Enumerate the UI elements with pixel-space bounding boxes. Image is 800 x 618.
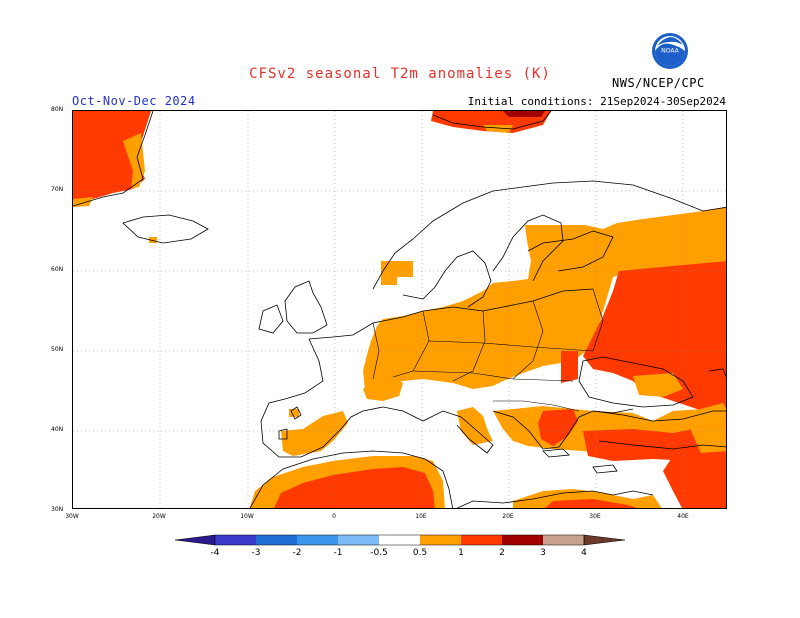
lat-label-60n: 60N — [51, 266, 64, 273]
anomaly-italy-05-1 — [457, 407, 493, 445]
colorbar-tick-m4: -4 — [210, 548, 220, 558]
lon-label-30w: 30W — [65, 513, 79, 520]
lon-label-20e: 20E — [502, 513, 514, 520]
anomaly-svalbard-2-3 — [503, 111, 545, 117]
colorbar-lt-m4 — [175, 534, 216, 546]
colorbar-tick-m05: -0.5 — [370, 548, 388, 558]
anomaly-norway-05-1 — [381, 261, 413, 285]
colorbar-p1-2 — [461, 535, 502, 545]
anomaly-greece-1-2 — [538, 409, 578, 446]
anomaly-greenland-1-2 — [73, 111, 151, 206]
anomaly-iberia-05-1 — [281, 411, 348, 456]
anomaly-blacksea-1-2 — [561, 351, 578, 383]
colorbar-m1-m05 — [338, 535, 379, 545]
colorbar-tick-m1: -1 — [333, 548, 343, 558]
anomaly-shading — [73, 111, 726, 508]
anomaly-crimea-05-1 — [633, 373, 683, 397]
colorbar-tick-p05: 0.5 — [412, 548, 428, 558]
colorbar-m3-m2 — [256, 535, 297, 545]
lon-label-0: 0 — [332, 513, 336, 520]
anomaly-europe-05-1 — [363, 207, 726, 389]
colorbar-tick-p4: 4 — [581, 548, 587, 558]
anomaly-greenland-05-1 — [123, 133, 145, 189]
anomaly-france-05-1 — [363, 377, 403, 401]
lon-label-10e: 10E — [415, 513, 427, 520]
temperature-anomaly-map — [72, 110, 727, 509]
map-title: CFSv2 seasonal T2m anomalies (K) — [249, 66, 551, 82]
anomaly-libya-05-1 — [513, 489, 662, 508]
anomaly-sardinia-05-1 — [289, 409, 299, 417]
lat-label-30n: 30N — [51, 506, 64, 513]
colorbar-tick-p1: 1 — [458, 548, 464, 558]
lat-label-40n: 40N — [51, 426, 64, 433]
lon-label-40e: 40E — [677, 513, 689, 520]
anomaly-caucasus-05-1 — [691, 403, 726, 453]
noaa-logo-text: NOAA — [661, 48, 679, 55]
colorbar-m2-m1 — [297, 535, 338, 545]
colorbar-m4-m3 — [215, 535, 256, 545]
colorbar-tick-p2: 2 — [499, 548, 505, 558]
lat-label-70n: 70N — [51, 186, 64, 193]
colorbar-gt-4 — [583, 534, 625, 546]
anomaly-egypt-1-2 — [545, 499, 637, 508]
lon-label-30e: 30E — [589, 513, 601, 520]
colorbar-p3-4 — [543, 535, 584, 545]
lat-label-50n: 50N — [51, 346, 64, 353]
noaa-logo-icon: NOAA — [652, 33, 688, 69]
lon-label-20w: 20W — [152, 513, 166, 520]
colorbar-tick-m3: -3 — [251, 548, 261, 558]
agency-label: NWS/NCEP/CPC — [612, 76, 705, 90]
colorbar-neutral — [379, 535, 420, 545]
lon-label-10w: 10W — [240, 513, 254, 520]
colorbar-tick-p3: 3 — [540, 548, 546, 558]
anomaly-iceland-05-1 — [149, 237, 157, 243]
map-gridlines — [73, 111, 726, 508]
forecast-period: Oct-Nov-Dec 2024 — [72, 94, 196, 108]
anomaly-svalbard-05-1 — [483, 125, 513, 133]
coastlines-and-borders — [73, 111, 726, 508]
colorbar-p05-1 — [420, 535, 461, 545]
colorbar-p2-3 — [502, 535, 543, 545]
initial-conditions: Initial conditions: 21Sep2024-30Sep2024 — [467, 95, 726, 108]
colorbar — [175, 534, 625, 546]
lat-label-80n: 80N — [51, 106, 64, 113]
map-canvas — [73, 111, 726, 508]
anomaly-nafrica-1-2 — [273, 467, 435, 508]
colorbar-tick-m2: -2 — [292, 548, 302, 558]
